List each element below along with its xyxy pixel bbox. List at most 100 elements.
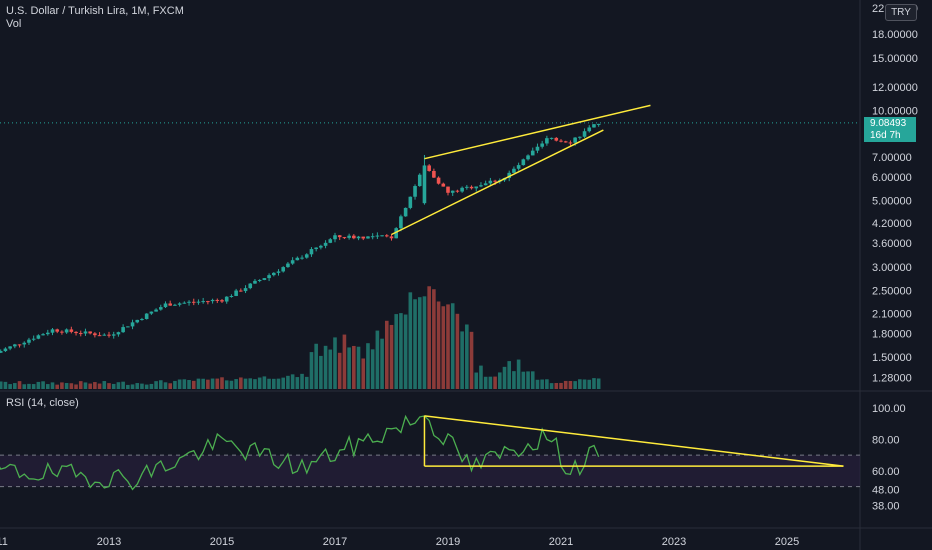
volume-bar	[210, 378, 215, 389]
candle-body	[432, 170, 436, 178]
volume-bar	[102, 381, 107, 389]
volume-bar	[173, 380, 177, 389]
candle-body	[300, 257, 304, 259]
volume-bar	[41, 381, 45, 389]
candle-body	[0, 351, 3, 353]
candle-body	[144, 313, 149, 320]
candle-body	[149, 311, 154, 314]
volume-bar	[224, 380, 229, 389]
candle-body	[290, 260, 295, 264]
currency-badge[interactable]: TRY	[885, 4, 917, 21]
candle-body	[55, 329, 60, 332]
candle-body	[78, 333, 83, 335]
volume-bar	[455, 313, 460, 389]
volume-bar	[380, 338, 384, 389]
candle-body	[427, 165, 431, 171]
volume-bar	[300, 373, 304, 389]
candle-body	[422, 165, 427, 204]
volume-bar	[573, 381, 577, 389]
candle-body	[507, 172, 512, 179]
rsi-tick-label: 80.00	[872, 434, 900, 446]
candle-body	[455, 190, 460, 192]
volume-bar	[158, 380, 163, 389]
price-tick-label: 12.00000	[872, 82, 918, 94]
candle-body	[271, 272, 276, 276]
volume-bar	[121, 381, 125, 389]
volume-bar	[465, 324, 469, 389]
volume-bar	[248, 378, 253, 389]
candle-body	[130, 322, 135, 327]
candle-body	[173, 304, 177, 306]
volume-bar	[74, 384, 78, 389]
candle-body	[545, 138, 549, 144]
candle-body	[27, 339, 31, 343]
volume-label: Vol	[6, 18, 22, 30]
candle-body	[596, 123, 601, 125]
volume-bar	[352, 345, 356, 389]
volume-bar	[239, 377, 243, 389]
price-tick-label: 6.00000	[872, 172, 912, 184]
volume-bar	[187, 379, 191, 389]
candle-body	[380, 235, 384, 237]
volume-bar	[309, 352, 314, 389]
chart-header: U.S. Dollar / Turkish Lira, 1M, FXCM Vol	[6, 5, 184, 31]
candle-body	[554, 137, 559, 141]
volume-bar	[60, 382, 64, 389]
candle-body	[526, 155, 530, 160]
volume-bar	[304, 376, 309, 389]
volume-bar	[36, 381, 41, 389]
candle-body	[356, 236, 361, 239]
time-tick-label: 2023	[662, 536, 686, 548]
volume-bar	[587, 379, 592, 389]
volume-bar	[408, 292, 413, 389]
volume-bar	[168, 383, 173, 389]
volume-bar	[512, 371, 516, 389]
candle-body	[248, 283, 253, 289]
volume-bar	[592, 378, 596, 389]
price-tick-label: 3.60000	[872, 238, 912, 250]
candle-body	[347, 235, 351, 238]
rsi-title: RSI (14, close)	[6, 397, 79, 409]
candle-body	[121, 327, 125, 333]
volume-bar	[201, 378, 205, 389]
volume-bar	[469, 331, 474, 389]
candle-body	[281, 267, 286, 272]
volume-bar	[578, 379, 582, 389]
volume-bar	[144, 384, 149, 389]
volume-bar	[215, 378, 220, 389]
symbol-title: U.S. Dollar / Turkish Lira, 1M, FXCM	[6, 5, 184, 17]
volume-bar	[116, 382, 121, 389]
candle-body	[69, 329, 74, 332]
price-tick-label: 15.00000	[872, 53, 918, 65]
candle-body	[304, 254, 309, 258]
candle-body	[210, 299, 215, 302]
candle-body	[135, 319, 140, 323]
volume-bar	[229, 380, 234, 389]
volume-bar	[220, 377, 224, 389]
volume-bar	[441, 306, 446, 389]
candle-body	[413, 186, 417, 197]
candle-body	[559, 140, 563, 142]
volume-bar	[319, 355, 323, 389]
volume-bar	[432, 289, 436, 389]
volume-bar	[276, 378, 281, 389]
candle-body	[483, 183, 488, 186]
price-tick-label: 5.00000	[872, 196, 912, 208]
candle-body	[41, 334, 45, 336]
candle-body	[474, 186, 479, 189]
volume-bar	[196, 378, 201, 389]
volume-bar	[493, 376, 497, 389]
volume-bar	[140, 383, 144, 389]
volume-bar	[182, 379, 187, 389]
volume-bar	[568, 380, 573, 389]
candle-body	[253, 280, 257, 284]
candle-body	[573, 137, 577, 143]
candle-body	[295, 257, 300, 261]
volume-bar	[135, 383, 140, 389]
candle-body	[257, 279, 262, 281]
candle-body	[13, 344, 17, 347]
volume-bar	[530, 371, 535, 389]
bar-countdown: 16d 7h	[870, 130, 901, 141]
volume-bar	[130, 384, 135, 389]
